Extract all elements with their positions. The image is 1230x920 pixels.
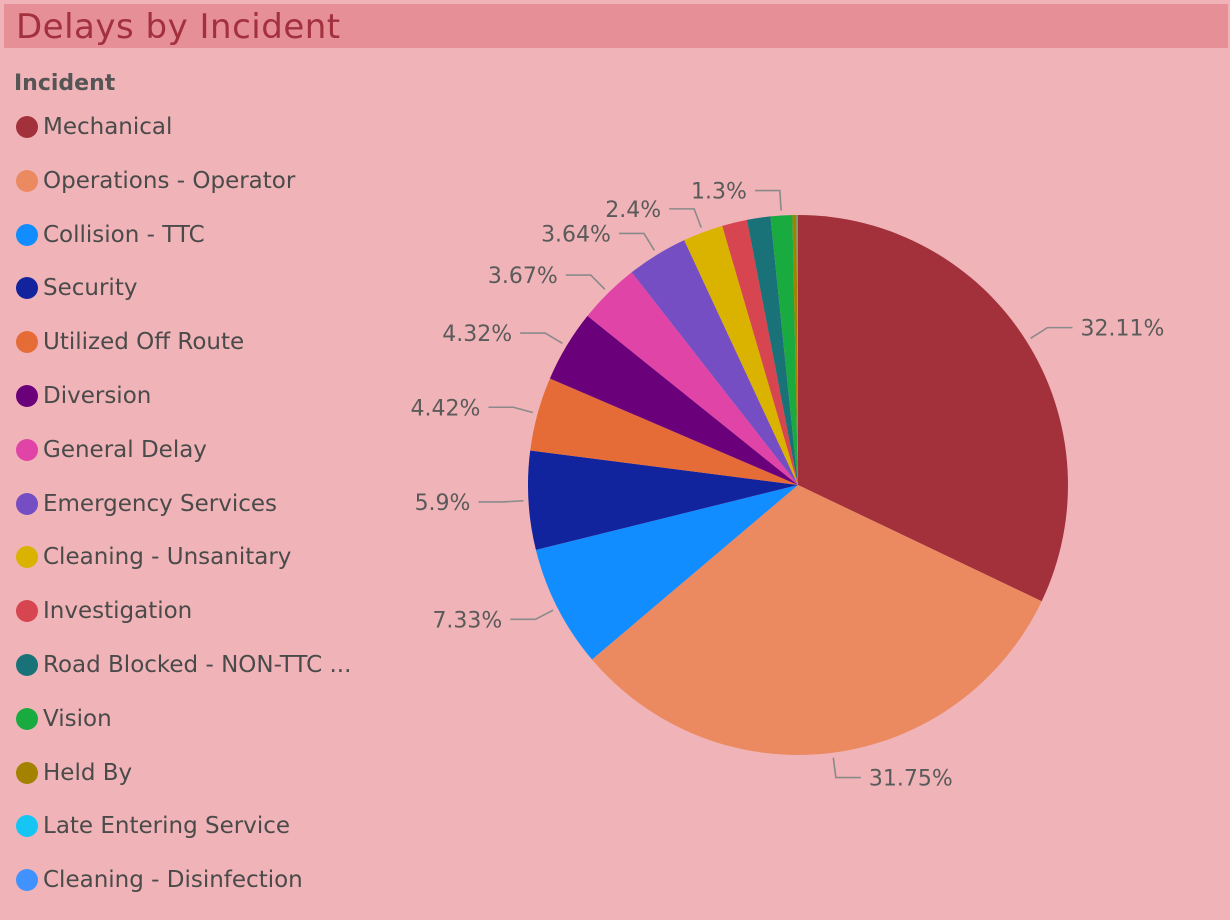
legend-item[interactable]: Vision <box>14 704 112 734</box>
leader-line <box>618 232 656 251</box>
pie-slice[interactable] <box>770 215 798 485</box>
legend-label: Held By <box>43 759 133 786</box>
pie-slice[interactable] <box>631 240 798 485</box>
legend-label: Cleaning - Unsanitary <box>43 544 292 571</box>
legend-label: Security <box>43 275 138 302</box>
legend-item[interactable]: Emergency Services <box>14 489 277 519</box>
legend-label: Late Entering Service <box>43 813 291 840</box>
data-label: 3.64% <box>541 222 611 247</box>
data-label: 2.4% <box>605 198 661 223</box>
data-label: 5.9% <box>415 491 471 516</box>
legend-item[interactable]: Operations - Operator <box>14 166 295 196</box>
legend-label: Diversion <box>43 383 152 409</box>
pie-slice[interactable] <box>528 450 798 550</box>
legend[interactable]: Incident Mechanical Operations - Operator… <box>14 66 374 893</box>
legend-marker <box>16 438 38 461</box>
data-label: 3.67% <box>488 264 558 289</box>
leader-line <box>669 208 702 228</box>
legend-label: Mechanical <box>43 114 173 140</box>
legend-marker <box>16 707 38 730</box>
legend-marker <box>16 761 38 784</box>
legend-marker <box>16 654 38 676</box>
leader-line <box>832 757 861 779</box>
legend-marker <box>16 385 38 407</box>
legend-item[interactable]: Collision - TTC <box>14 220 205 250</box>
leader-line <box>565 274 606 290</box>
pie-slice[interactable] <box>797 215 798 485</box>
legend-item[interactable]: Late Entering Service <box>14 811 290 841</box>
legend-label: Operations - Operator <box>43 167 296 194</box>
leader-line <box>488 406 533 414</box>
pie-slice[interactable] <box>587 272 798 485</box>
data-label: 7.33% <box>432 608 502 633</box>
legend-label: Investigation <box>43 598 193 625</box>
legend-item[interactable]: Investigation <box>14 596 192 626</box>
leader-line <box>520 332 563 345</box>
pie-slice[interactable] <box>746 216 798 485</box>
legend-marker <box>16 492 38 515</box>
legend-item[interactable]: Cleaning - Disinfection <box>14 865 303 895</box>
pie-slice[interactable] <box>792 215 798 485</box>
legend-marker <box>16 169 38 192</box>
pie-slice[interactable] <box>549 315 798 485</box>
leader-line <box>478 499 524 503</box>
legend-marker <box>16 546 38 569</box>
legend-item[interactable]: Held By <box>14 758 132 788</box>
data-label: 31.75% <box>869 767 953 792</box>
legend-label: Vision <box>43 705 112 732</box>
data-label: 4.42% <box>411 396 481 421</box>
leader-line <box>1030 326 1073 339</box>
legend-item[interactable]: Security <box>14 273 137 303</box>
chart-title: Delays by Incident <box>16 7 341 47</box>
data-label: 4.32% <box>442 322 512 347</box>
data-label: 1.3% <box>691 180 747 205</box>
legend-label: Road Blocked - NON-TTC ... <box>43 652 352 678</box>
legend-item[interactable]: General Delay <box>14 435 207 465</box>
legend-title: Incident <box>14 71 116 96</box>
legend-marker <box>16 277 38 300</box>
legend-item[interactable]: Utilized Off Route <box>14 327 244 357</box>
legend-item[interactable]: Diversion <box>14 381 151 411</box>
data-label: 32.11% <box>1081 317 1165 342</box>
legend-item[interactable]: Mechanical <box>14 112 172 142</box>
legend-label: General Delay <box>43 436 207 463</box>
pie-slice[interactable] <box>798 215 1068 602</box>
legend-item[interactable]: Cleaning - Unsanitary <box>14 542 291 572</box>
legend-marker <box>16 116 38 138</box>
legend-label: Emergency Services <box>43 490 278 517</box>
pie-slice[interactable] <box>591 485 1042 756</box>
pie-slice[interactable] <box>684 225 798 485</box>
legend-marker <box>16 223 38 246</box>
pie-slice[interactable] <box>530 378 798 485</box>
pie-slice[interactable] <box>722 219 798 486</box>
legend-label: Collision - TTC <box>43 221 205 248</box>
title-bar: Delays by Incident <box>4 4 1228 48</box>
pie-slice[interactable] <box>796 215 798 485</box>
legend-marker <box>16 331 38 354</box>
legend-marker <box>16 869 38 892</box>
legend-label: Cleaning - Disinfection <box>43 867 303 894</box>
pie-slice[interactable] <box>535 485 798 660</box>
legend-marker <box>16 815 38 838</box>
legend-label: Utilized Off Route <box>43 329 245 356</box>
legend-marker <box>16 600 38 623</box>
leader-line <box>754 189 782 211</box>
legend-item[interactable]: Road Blocked - NON-TTC ... <box>14 650 351 680</box>
leader-line <box>510 609 554 621</box>
